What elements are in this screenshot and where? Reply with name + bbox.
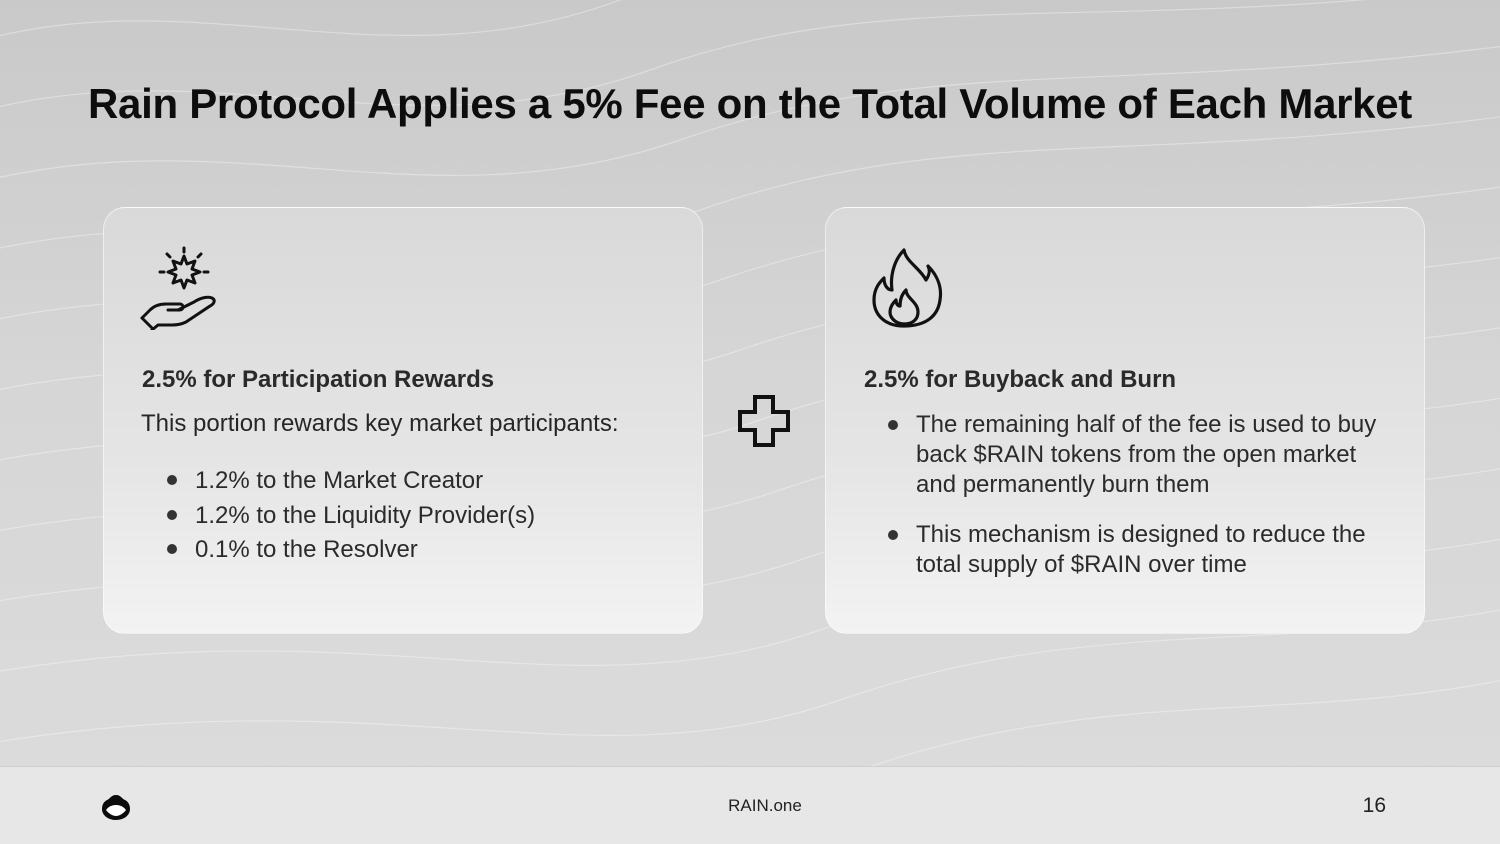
- slide-footer: RAIN.one 16: [0, 766, 1500, 844]
- hand-holding-sparkle-icon: [140, 246, 216, 330]
- participation-rewards-list: 1.2% to the Market Creator 1.2% to the L…: [167, 464, 535, 568]
- slide-title: Rain Protocol Applies a 5% Fee on the To…: [88, 80, 1412, 127]
- buyback-burn-list: The remaining half of the fee is used to…: [888, 410, 1388, 600]
- list-item: 1.2% to the Market Creator: [167, 464, 535, 499]
- participation-rewards-text: This portion rewards key market particip…: [141, 410, 619, 437]
- footer-site-name: RAIN.one: [728, 796, 802, 815]
- list-item: The remaining half of the fee is used to…: [888, 410, 1388, 500]
- participation-rewards-heading: 2.5% for Participation Rewards: [142, 366, 495, 393]
- rain-logo-icon: [102, 795, 130, 820]
- buyback-burn-heading: 2.5% for Buyback and Burn: [864, 366, 1177, 393]
- buyback-burn-card: 2.5% for Buyback and Burn The remaining …: [825, 207, 1425, 634]
- list-item: This mechanism is designed to reduce the…: [888, 520, 1388, 580]
- participation-rewards-card: 2.5% for Participation Rewards This port…: [103, 207, 703, 634]
- plus-icon: [738, 395, 790, 447]
- page-number: 16: [1362, 794, 1386, 817]
- fire-icon: [872, 248, 943, 328]
- list-item: 1.2% to the Liquidity Provider(s): [167, 499, 535, 534]
- list-item: 0.1% to the Resolver: [167, 533, 535, 568]
